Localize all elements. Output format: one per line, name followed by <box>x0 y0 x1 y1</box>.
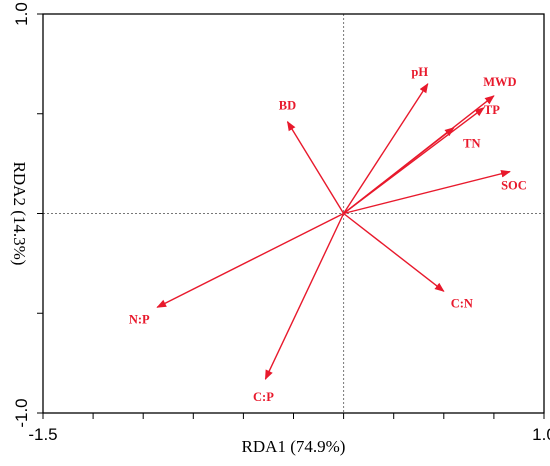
x-tick-label: -1.5 <box>28 425 57 444</box>
vector-arrow-tn <box>343 127 455 215</box>
vector-arrow-c-n <box>343 212 445 292</box>
y-tick-label: 1.0 <box>12 2 31 26</box>
vector-label-tn: TN <box>463 137 480 151</box>
x-axis-title: RDA1 (74.9%) <box>242 437 346 456</box>
x-tick-label: 1.0 <box>532 425 550 444</box>
vector-label-soc: SOC <box>501 179 527 193</box>
vector-label-c-p: C:P <box>253 390 274 404</box>
vector-arrow-bd <box>286 120 345 214</box>
y-axis-title: RDA2 (14.3%) <box>10 162 29 266</box>
vector-label-c-n: C:N <box>451 296 473 310</box>
vector-arrow-soc <box>343 169 511 215</box>
vector-label-n-p: N:P <box>129 312 150 326</box>
vector-arrow-n-p <box>156 212 344 308</box>
vector-label-ph: pH <box>411 65 428 79</box>
vector-arrow-c-p <box>264 213 345 380</box>
vector-label-tp: TP <box>484 103 500 117</box>
vector-label-mwd: MWD <box>483 75 516 89</box>
vector-arrow-ph <box>343 83 429 214</box>
y-tick-label: -1.0 <box>12 398 31 427</box>
vector-label-bd: BD <box>279 99 296 113</box>
